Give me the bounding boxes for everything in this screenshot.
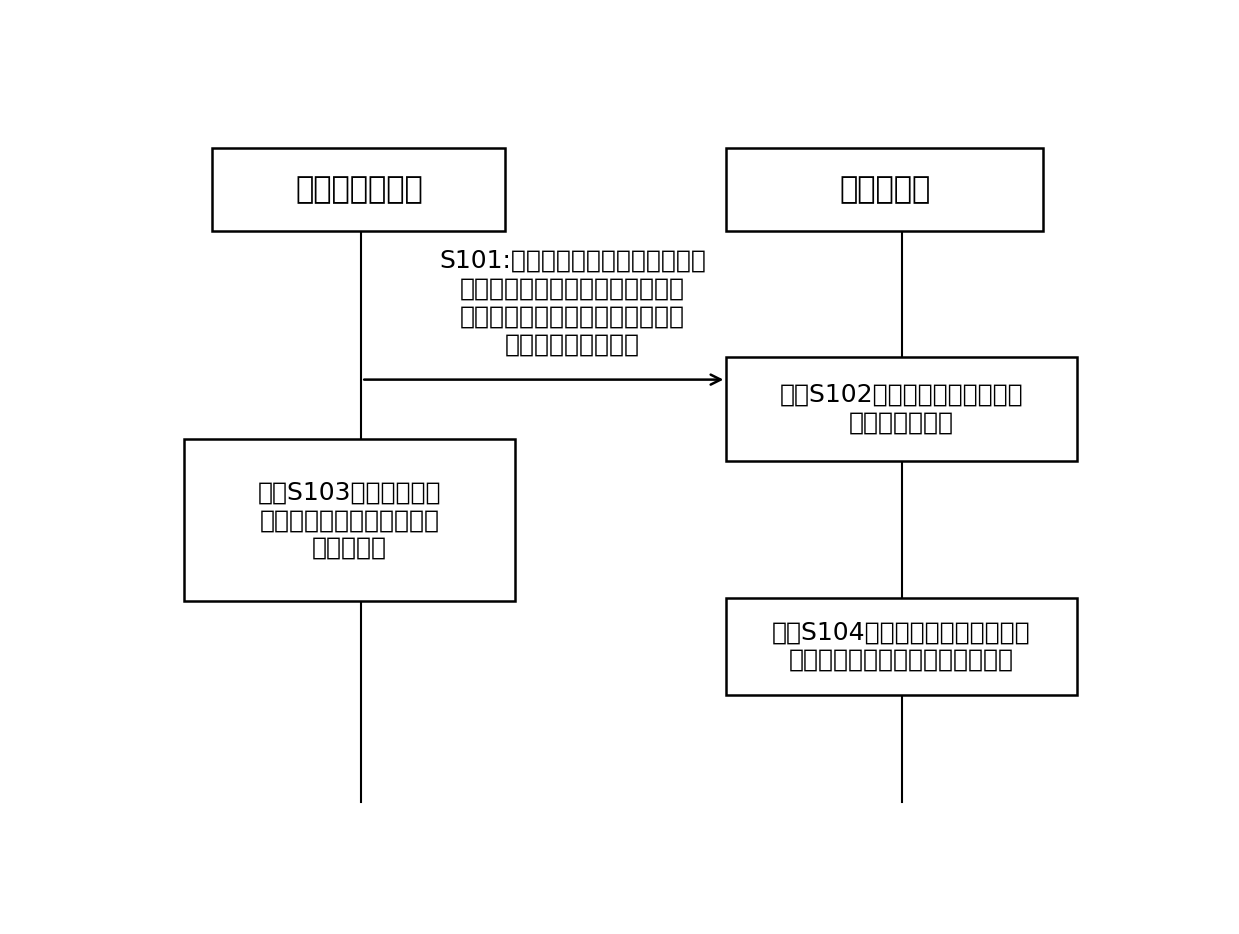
Text: S101:通过与外围从设备之间的第一
通信链路，向外围从设备发送第一
同步信息，第一同步信息包括第一
同步链路的链路参数: S101:通过与外围从设备之间的第一 通信链路，向外围从设备发送第一 同步信息，… [439,249,706,357]
Text: 步骤S102：从第一中心从设备获
取第一同步信息: 步骤S102：从第一中心从设备获 取第一同步信息 [779,383,1023,434]
Bar [726,357,1077,460]
Text: 外围从设备: 外围从设备 [839,175,930,204]
Bar [726,149,1043,231]
Bar [213,149,506,231]
Text: 步骤S103：停止与主设
备之间的通过第一同步链路
的数据传输: 步骤S103：停止与主设 备之间的通过第一同步链路 的数据传输 [258,480,441,560]
Bar [726,598,1077,695]
Text: 第一中心从设备: 第一中心从设备 [295,175,422,204]
Text: 步骤S104：根据第一同步链路的链
路参数与主设备之间开始数据传输: 步骤S104：根据第一同步链路的链 路参数与主设备之间开始数据传输 [772,620,1031,672]
Bar [183,439,515,601]
